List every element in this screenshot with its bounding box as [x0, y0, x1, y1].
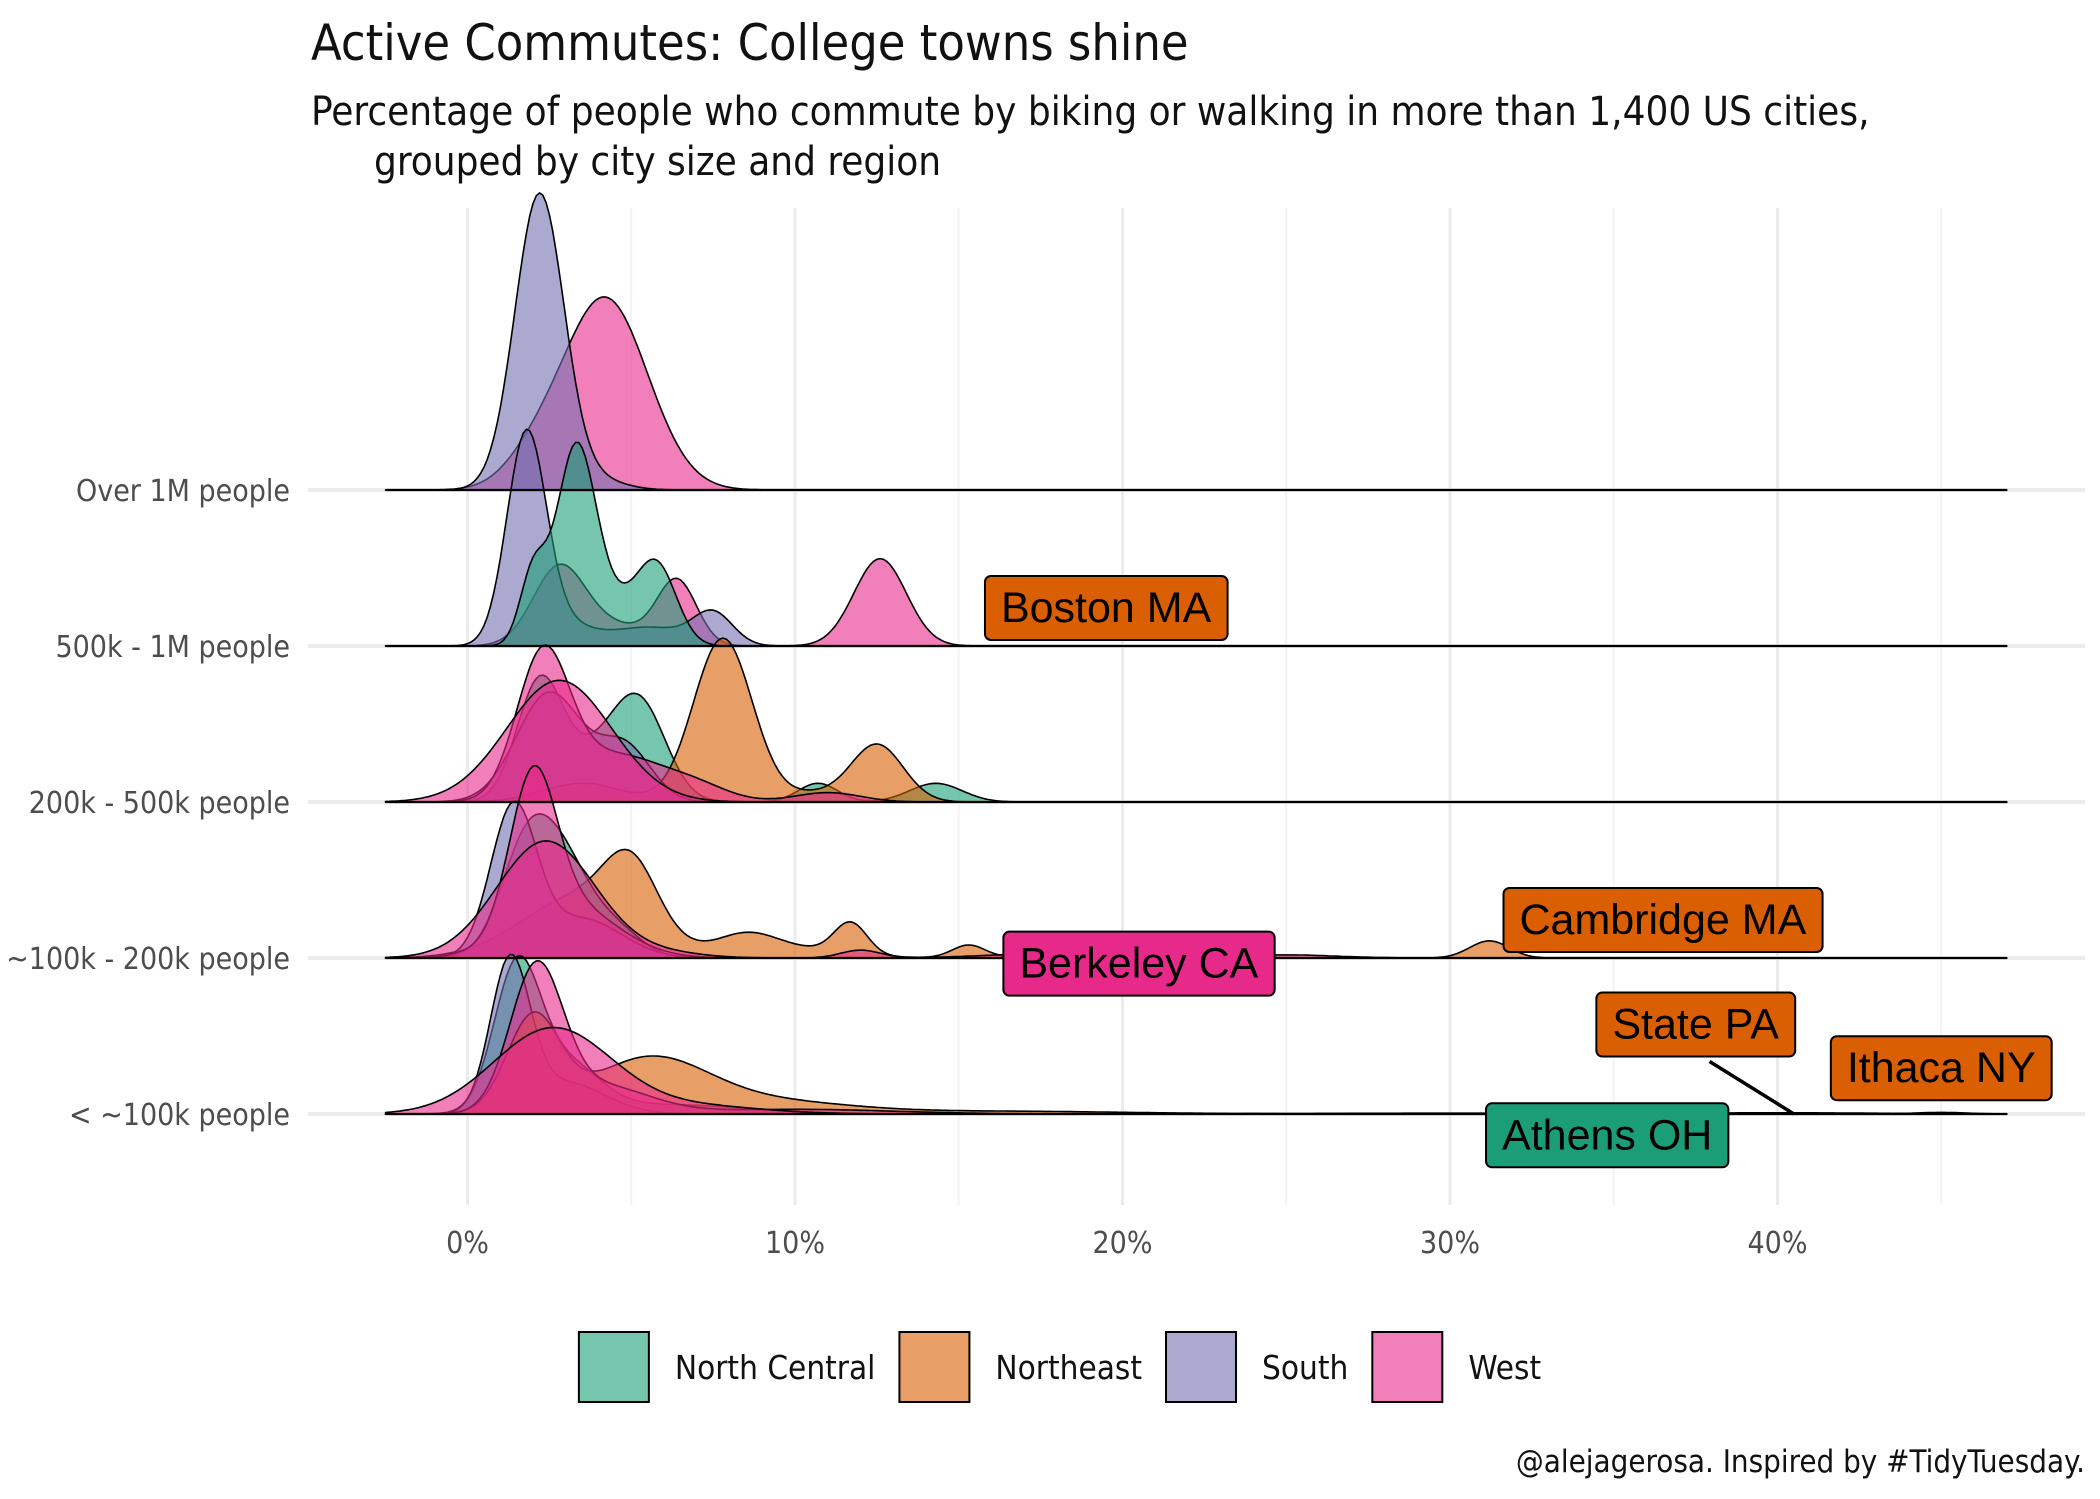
- legend-swatch: [577, 1331, 650, 1403]
- annotation-athens-oh: Athens OH: [1485, 1102, 1730, 1169]
- chart-subtitle-line-1: Percentage of people who commute by biki…: [311, 89, 1870, 135]
- y-tick-label: < ~100k people: [69, 1098, 290, 1133]
- annotation-leader-line: [1708, 1060, 1795, 1116]
- chart-caption: @alejagerosa. Inspired by #TidyTuesday.: [1516, 1444, 2085, 1480]
- y-tick-label: Over 1M people: [76, 474, 290, 509]
- legend-item-west: West: [1371, 1331, 1541, 1403]
- annotation-label: Cambridge MA: [1519, 896, 1806, 944]
- x-tick-label: 10%: [765, 1226, 825, 1261]
- y-tick-label: 200k - 500k people: [29, 786, 290, 821]
- annotation-cambridge-ma: Cambridge MA: [1502, 887, 1824, 953]
- legend-label: North Central: [675, 1348, 876, 1387]
- ridge-over-1m-people-west: [384, 296, 2008, 491]
- ridges: [384, 192, 2008, 1115]
- y-axis: Over 1M people 500k - 1M people 200k - 500…: [6, 474, 290, 1133]
- annotation-label: Ithaca NY: [1847, 1044, 2036, 1092]
- legend-swatch: [1371, 1331, 1444, 1403]
- x-axis: 0% 10% 20% 30% 40%: [446, 1226, 1807, 1261]
- annotation-berkeley-ca: Berkeley CA: [1002, 930, 1276, 997]
- legend-swatch: [898, 1331, 971, 1403]
- legend-label: Northeast: [995, 1348, 1142, 1387]
- legend-swatch: [1165, 1331, 1238, 1403]
- legend-item-northeast: Northeast: [898, 1331, 1142, 1403]
- annotation-box: [983, 575, 1229, 641]
- annotation-label: Boston MA: [1001, 584, 1212, 632]
- annotation-label: Berkeley CA: [1019, 940, 1258, 988]
- y-tick-label: 500k - 1M people: [55, 630, 290, 665]
- annotation-state-pa: State PA: [1595, 991, 1797, 1116]
- chart-title: Active Commutes: College towns shine: [311, 14, 1189, 72]
- x-tick-label: 0%: [446, 1226, 489, 1261]
- annotation-box: [1829, 1035, 2053, 1102]
- x-tick-label: 40%: [1748, 1226, 1808, 1261]
- legend-label: South: [1262, 1348, 1348, 1387]
- y-tick-label: ~100k - 200k people: [6, 942, 290, 977]
- annotation-ithaca-ny: Ithaca NY: [1829, 1035, 2053, 1102]
- annotation-box: [1485, 1102, 1730, 1169]
- chart-subtitle-line-2: grouped by city size and region: [374, 139, 941, 185]
- annotation-boston-ma: Boston MA: [983, 575, 1229, 641]
- annotation-box: [1595, 991, 1797, 1058]
- baselines: [385, 488, 2007, 1116]
- legend-item-south: South: [1165, 1331, 1348, 1403]
- legend: North Central Northeast South West: [577, 1331, 1541, 1403]
- annotation-box: [1502, 887, 1824, 953]
- x-tick-label: 30%: [1420, 1226, 1480, 1261]
- legend-item-north-central: North Central: [577, 1331, 876, 1403]
- annotations: Boston MA Cambridge MA Berkeley CA State PA…: [983, 575, 2053, 1169]
- x-tick-label: 20%: [1093, 1226, 1153, 1261]
- annotation-label: State PA: [1612, 1001, 1779, 1049]
- annotation-label: Athens OH: [1502, 1111, 1712, 1159]
- legend-label: West: [1468, 1348, 1541, 1387]
- annotation-box: [1002, 930, 1276, 997]
